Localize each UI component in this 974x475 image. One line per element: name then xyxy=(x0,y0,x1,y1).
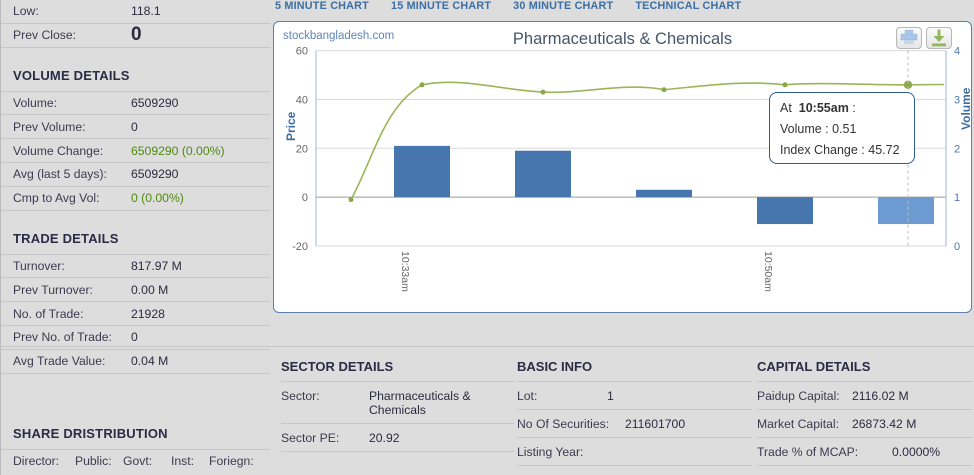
svg-text:10:33am: 10:33am xyxy=(399,251,411,292)
svg-text:0: 0 xyxy=(302,192,308,204)
svg-text:40: 40 xyxy=(296,94,308,106)
svg-text:20: 20 xyxy=(296,143,308,155)
svg-text:60: 60 xyxy=(296,46,308,58)
svg-text:10:50am: 10:50am xyxy=(762,251,774,292)
svg-text:0: 0 xyxy=(954,241,960,253)
svg-text:1: 1 xyxy=(954,192,960,204)
svg-text:-20: -20 xyxy=(292,241,308,253)
svg-text:4: 4 xyxy=(954,46,960,58)
svg-text:2: 2 xyxy=(954,143,960,155)
